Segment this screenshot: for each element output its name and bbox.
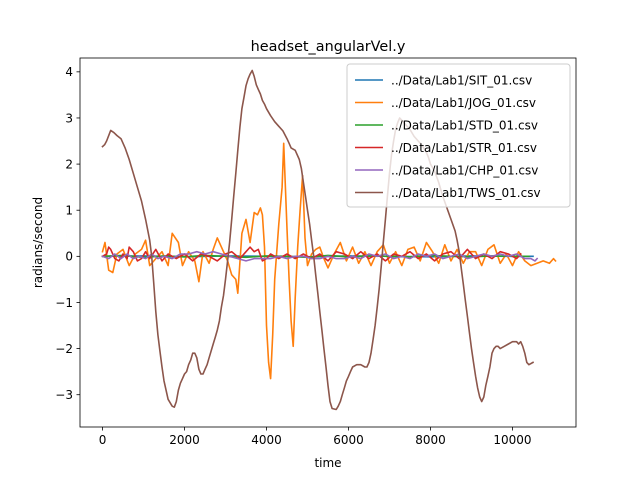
- y-tick-label: 0: [65, 250, 73, 264]
- x-tick-label: 4000: [251, 433, 282, 447]
- x-tick-label: 6000: [333, 433, 364, 447]
- y-axis-label: radians/second: [31, 197, 45, 288]
- legend-label-1: ../Data/Lab1/JOG_01.csv: [391, 96, 536, 110]
- x-tick-label: 0: [99, 433, 107, 447]
- chart-title: headset_angularVel.y: [251, 39, 406, 55]
- series-layer: [101, 69, 557, 411]
- x-tick-label: 10000: [493, 433, 531, 447]
- x-tick-label: 2000: [169, 433, 200, 447]
- y-tick-label: 2: [65, 157, 73, 171]
- x-axis-label: time: [314, 456, 341, 470]
- series-line-1: [101, 142, 557, 380]
- y-tick-label: 1: [65, 204, 73, 218]
- axes-frame: [79, 57, 577, 428]
- legend-label-0: ../Data/Lab1/SIT_01.csv: [391, 73, 532, 87]
- legend-label-2: ../Data/Lab1/STD_01.csv: [391, 118, 538, 132]
- legend: ../Data/Lab1/SIT_01.csv ../Data/Lab1/JOG_…: [346, 63, 571, 208]
- y-tick-label: −3: [55, 388, 73, 402]
- y-tick-label: −1: [55, 296, 73, 310]
- series-line-5: [101, 69, 535, 411]
- legend-label-4: ../Data/Lab1/CHP_01.csv: [391, 163, 538, 177]
- plot-area: [79, 57, 577, 428]
- y-tick-label: −2: [55, 342, 73, 356]
- legend-label-3: ../Data/Lab1/STR_01.csv: [391, 141, 537, 155]
- x-axis: 0 2000 4000 6000 8000 10000: [99, 427, 532, 447]
- y-tick-label: 4: [65, 65, 73, 79]
- legend-label-5: ../Data/Lab1/TWS_01.csv: [391, 186, 541, 200]
- x-tick-label: 8000: [415, 433, 446, 447]
- y-tick-label: 3: [65, 111, 73, 125]
- series-line-4: [101, 250, 539, 262]
- y-axis: −3 −2 −1 0 1 2 3 4: [55, 65, 80, 402]
- legend-box: [346, 63, 571, 208]
- series-line-3: [101, 246, 522, 262]
